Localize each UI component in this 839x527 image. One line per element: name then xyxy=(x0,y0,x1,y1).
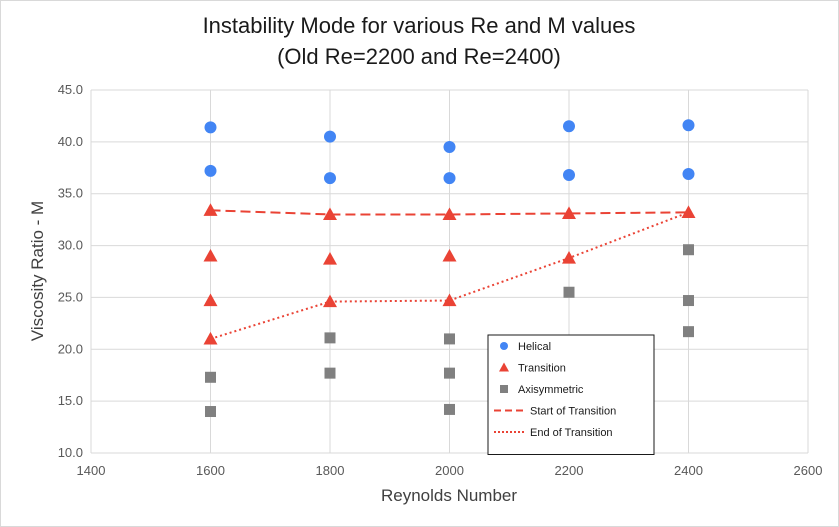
series-layer xyxy=(203,119,696,418)
chart-title: Instability Mode for various Re and M va… xyxy=(203,13,636,38)
helical-point xyxy=(682,119,695,132)
transition-point xyxy=(203,248,218,262)
axisymmetric-point xyxy=(324,367,336,379)
transition-point xyxy=(323,207,337,221)
helical-point xyxy=(443,141,456,154)
helical-point xyxy=(204,164,217,177)
y-tick-label: 40.0 xyxy=(58,134,83,149)
legend-label: Start of Transition xyxy=(530,406,616,418)
helical-point xyxy=(682,168,695,181)
axisymmetric-point xyxy=(683,244,694,256)
transition-point xyxy=(323,252,337,265)
x-tick-label: 1800 xyxy=(316,463,345,478)
y-tick-label: 15.0 xyxy=(58,393,83,408)
helical-point xyxy=(563,120,575,133)
y-tick-label: 10.0 xyxy=(58,445,83,460)
legend: Helical Transition Axisymmetric Start of Tr… xyxy=(487,334,655,455)
transition-point xyxy=(442,248,457,262)
transition-point xyxy=(442,293,457,307)
transition-point xyxy=(203,203,218,216)
axisymmetric-point xyxy=(683,326,694,338)
transition-point xyxy=(203,331,218,345)
legend-label: End of Transition xyxy=(530,427,613,439)
x-axis-title: Reynolds Number xyxy=(381,486,517,505)
legend-box xyxy=(487,334,655,455)
chart-subtitle: (Old Re=2200 and Re=2400) xyxy=(277,44,561,69)
y-tick-label: 25.0 xyxy=(58,289,83,304)
helical-point xyxy=(443,172,456,185)
transition-point xyxy=(203,293,218,307)
legend-label: Transition xyxy=(518,363,566,375)
x-tick-label: 2600 xyxy=(794,463,823,478)
y-tick-label: 35.0 xyxy=(58,186,83,201)
axisymmetric-point xyxy=(444,333,455,345)
legend-symbol xyxy=(500,385,508,393)
x-tick-label: 2200 xyxy=(555,463,584,478)
x-tick-label: 1400 xyxy=(77,463,106,478)
y-tick-label: 20.0 xyxy=(58,341,83,356)
y-tick-label: 45.0 xyxy=(58,82,83,97)
transition-point xyxy=(442,207,457,221)
axisymmetric-point xyxy=(444,403,455,415)
transition-point xyxy=(562,251,576,264)
x-tick-label: 2000 xyxy=(435,463,464,478)
helical-point xyxy=(324,172,336,185)
tick-labels: 10.0 15.0 20.0 25.0 30.0 35.0 40.0 45.0 1400 1600… xyxy=(58,82,823,478)
helical-point xyxy=(563,169,575,182)
transition-point xyxy=(562,206,576,220)
transition-point xyxy=(681,205,696,218)
axisymmetric-point xyxy=(563,286,575,298)
helical-point xyxy=(324,130,336,143)
axisymmetric-point xyxy=(205,406,216,418)
axisymmetric-point xyxy=(205,371,216,383)
start-of-transition-line xyxy=(210,209,689,216)
axisymmetric-point xyxy=(324,332,336,344)
x-tick-label: 2400 xyxy=(674,463,703,478)
y-tick-label: 30.0 xyxy=(58,238,83,253)
axisymmetric-point xyxy=(444,367,455,379)
axisymmetric-point xyxy=(683,295,694,307)
legend-symbol xyxy=(500,342,508,350)
legend-label: Helical xyxy=(518,341,551,353)
legend-label: Axisymmetric xyxy=(518,384,584,396)
x-tick-label: 1600 xyxy=(196,463,225,478)
legend-symbol xyxy=(499,362,509,372)
transition-point xyxy=(323,294,337,308)
y-axis-title: Viscosity Ratio - M xyxy=(28,201,47,341)
helical-point xyxy=(204,121,217,134)
